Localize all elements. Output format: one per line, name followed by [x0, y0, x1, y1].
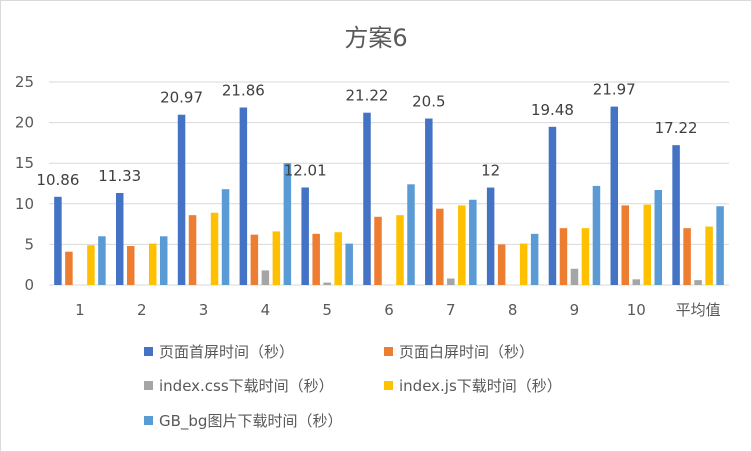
legend-label: 页面白屏时间（秒）	[399, 343, 534, 361]
bar	[592, 185, 601, 285]
bar	[159, 236, 168, 285]
bar	[188, 215, 197, 285]
x-axis: 1 2 3 4 5 6 7 8 9 10 平均值	[75, 301, 720, 319]
y-tick-label: 0	[24, 276, 34, 294]
x-tick-label: 10	[627, 301, 646, 319]
y-tick-label: 25	[15, 73, 34, 91]
legend-swatch	[144, 416, 153, 425]
bar	[610, 106, 619, 285]
y-tick-label: 5	[24, 235, 34, 253]
y-axis: 0 5 10 15 20 25	[15, 73, 34, 294]
x-tick-label: 4	[261, 301, 271, 319]
bar	[210, 212, 219, 285]
bar	[65, 251, 73, 285]
legend-swatch	[144, 347, 153, 356]
bar	[407, 184, 415, 285]
bar	[559, 228, 568, 285]
bar	[570, 268, 579, 285]
data-label: 20.5	[412, 93, 445, 111]
legend-label: index.css下载时间（秒）	[159, 377, 334, 395]
bar	[447, 278, 455, 285]
bar	[301, 187, 309, 285]
bar	[396, 215, 404, 285]
bar	[672, 145, 680, 285]
bar	[345, 243, 353, 285]
data-label: 21.86	[222, 81, 265, 99]
y-tick-label: 20	[15, 114, 34, 132]
bar	[716, 206, 724, 285]
bar	[374, 216, 382, 285]
data-label: 21.22	[346, 87, 389, 105]
bar	[654, 189, 663, 285]
bar	[334, 232, 342, 285]
y-tick-label: 10	[15, 195, 34, 213]
bar	[497, 244, 506, 285]
bar	[548, 126, 557, 285]
bar	[87, 245, 95, 285]
bar	[705, 226, 713, 285]
x-tick-label: 7	[446, 301, 456, 319]
bar	[469, 199, 477, 285]
bar	[98, 236, 106, 285]
legend-swatch	[384, 381, 393, 390]
data-label: 20.97	[160, 89, 203, 107]
data-label: 11.33	[98, 167, 141, 185]
bar	[221, 189, 230, 285]
bar	[250, 234, 259, 285]
bar	[621, 205, 630, 285]
legend-swatch	[144, 381, 153, 390]
bar	[486, 187, 495, 285]
y-tick-label: 15	[15, 154, 34, 172]
bar	[148, 243, 157, 285]
x-tick-label: 8	[508, 301, 518, 319]
bar	[643, 204, 652, 285]
data-label: 17.22	[655, 119, 698, 137]
data-label: 19.48	[531, 101, 574, 119]
x-tick-label: 3	[199, 301, 209, 319]
bar	[323, 282, 331, 285]
bars	[54, 106, 724, 286]
bar	[425, 118, 433, 285]
bar	[519, 243, 528, 285]
x-tick-label: 1	[75, 301, 85, 319]
bar	[272, 231, 281, 285]
legend-label: GB_bg图片下载时间（秒）	[159, 412, 342, 431]
legend-label: 页面首屏时间（秒）	[159, 343, 294, 361]
bar	[177, 114, 186, 285]
bar	[363, 112, 371, 285]
bar	[115, 193, 124, 285]
bar	[312, 233, 320, 285]
legend-swatch	[384, 347, 393, 356]
data-label: 12.01	[284, 161, 327, 179]
bar	[54, 196, 62, 285]
bar	[458, 205, 466, 285]
legend: 页面首屏时间（秒） 页面白屏时间（秒） index.css下载时间（秒） index.…	[144, 343, 562, 431]
x-tick-label: 2	[137, 301, 147, 319]
bar	[683, 228, 691, 285]
bar	[694, 280, 702, 285]
x-tick-label: 9	[570, 301, 580, 319]
bar	[581, 228, 590, 285]
legend-label: index.js下载时间（秒）	[399, 377, 562, 395]
bar	[261, 270, 270, 285]
data-labels: 10.86 11.33 20.97 21.86 12.01 21.22 20.5 12 19.4…	[36, 81, 697, 189]
x-tick-label: 5	[322, 301, 332, 319]
bar	[239, 107, 248, 286]
bar	[530, 233, 539, 285]
bar	[283, 163, 292, 285]
data-label: 21.97	[593, 81, 636, 99]
x-tick-label: 6	[384, 301, 394, 319]
x-tick-label: 平均值	[676, 301, 721, 319]
bar	[632, 279, 641, 285]
data-label: 10.86	[36, 171, 79, 189]
bar	[126, 246, 135, 285]
chart-title: 方案6	[344, 24, 407, 52]
data-label: 12	[481, 162, 500, 180]
bar	[436, 208, 444, 285]
